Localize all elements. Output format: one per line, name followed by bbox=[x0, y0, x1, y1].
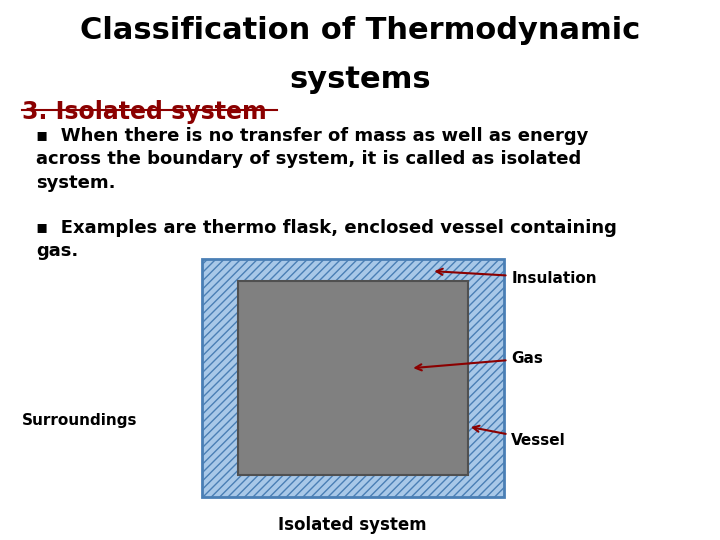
Text: ▪  When there is no transfer of mass as well as energy
across the boundary of sy: ▪ When there is no transfer of mass as w… bbox=[36, 127, 588, 192]
Text: systems: systems bbox=[289, 65, 431, 94]
Text: ▪  Examples are thermo flask, enclosed vessel containing
gas.: ▪ Examples are thermo flask, enclosed ve… bbox=[36, 219, 617, 260]
Text: Classification of Thermodynamic: Classification of Thermodynamic bbox=[80, 16, 640, 45]
Text: Insulation: Insulation bbox=[436, 269, 597, 286]
Text: Vessel: Vessel bbox=[473, 426, 566, 448]
Bar bbox=[202, 259, 504, 497]
Text: Gas: Gas bbox=[415, 351, 543, 370]
Bar bbox=[238, 281, 468, 475]
Text: 3. Isolated system: 3. Isolated system bbox=[22, 100, 266, 124]
Text: Isolated system: Isolated system bbox=[279, 516, 427, 534]
Text: Surroundings: Surroundings bbox=[22, 413, 137, 428]
